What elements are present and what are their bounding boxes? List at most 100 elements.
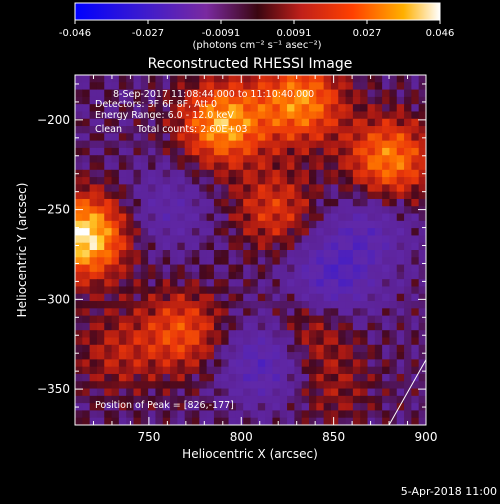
heatmap-cell [206, 162, 215, 171]
heatmap-cell [374, 162, 383, 171]
heatmap-cell [265, 169, 274, 178]
heatmap-cell [272, 315, 281, 324]
heatmap-cell [272, 322, 281, 331]
heatmap-cell [345, 220, 354, 229]
heatmap-cell [323, 359, 332, 368]
heatmap-cell [170, 330, 178, 339]
heatmap-cell [104, 213, 113, 222]
heatmap-cell [140, 191, 149, 200]
heatmap-cell [104, 417, 113, 425]
heatmap-cell [155, 257, 164, 266]
heatmap-cell [118, 366, 127, 375]
heatmap-cell [89, 220, 98, 229]
heatmap-cell [418, 359, 426, 368]
heatmap-cell [155, 177, 164, 185]
heatmap-cell [345, 213, 354, 222]
heatmap-cell [133, 111, 142, 120]
heatmap-cell [118, 184, 127, 193]
heatmap-cell [148, 198, 157, 207]
heatmap-cell [170, 417, 178, 425]
heatmap-cell [243, 111, 252, 120]
heatmap-cell [228, 177, 237, 185]
heatmap-cell [411, 169, 420, 178]
heatmap-cell [345, 250, 354, 258]
heatmap-cell [330, 381, 339, 390]
heatmap-cell [257, 118, 266, 127]
heatmap-cell [316, 352, 325, 360]
heatmap-cell [352, 373, 361, 382]
heatmap-cell [89, 395, 98, 404]
heatmap-cell [272, 403, 281, 412]
heatmap-cell [265, 373, 274, 382]
heatmap-cell [75, 111, 83, 120]
heatmap-cell [411, 264, 420, 273]
heatmap-cell [316, 395, 325, 404]
heatmap-cell [155, 417, 164, 425]
heatmap-cell [170, 206, 178, 215]
heatmap-cell [89, 96, 98, 105]
heatmap-cell [89, 126, 98, 134]
heatmap-cell [404, 366, 412, 375]
heatmap-cell [104, 242, 113, 251]
heatmap-cell [279, 373, 288, 382]
heatmap-cell [396, 82, 405, 91]
peak-position-label: Position of Peak = [826,-177] [95, 400, 234, 411]
heatmap-cell [206, 111, 215, 120]
heatmap-cell [382, 111, 391, 120]
heatmap-cell [235, 96, 244, 105]
heatmap-cell [309, 330, 317, 339]
heatmap-cell [177, 75, 186, 83]
heatmap-cell [323, 96, 332, 105]
heatmap-cell [360, 147, 369, 156]
heatmap-cell [75, 206, 83, 215]
heatmap-cell [89, 155, 98, 164]
heatmap-cell [184, 75, 193, 83]
heatmap-cell [411, 89, 420, 98]
heatmap-cell [265, 271, 274, 280]
heatmap-cell [89, 330, 98, 339]
heatmap-cell [287, 162, 295, 171]
heatmap-cell [382, 286, 391, 295]
heatmap-cell [309, 366, 317, 375]
heatmap-cell [418, 235, 426, 244]
heatmap-cell [111, 162, 120, 171]
heatmap-cell [265, 322, 274, 331]
heatmap-cell [104, 286, 113, 295]
heatmap-cell [404, 322, 412, 331]
heatmap-cell [148, 330, 157, 339]
heatmap-cell [235, 279, 244, 288]
heatmap-cell [228, 104, 237, 113]
heatmap-cell [75, 250, 83, 258]
heatmap-cell [177, 388, 186, 397]
heatmap-cell [118, 155, 127, 164]
heatmap-cell [265, 264, 274, 273]
heatmap-cell [104, 344, 113, 353]
heatmap-cell [184, 206, 193, 215]
heatmap-cell [257, 213, 266, 222]
heatmap-cell [287, 410, 295, 419]
heatmap-cell [338, 177, 347, 185]
heatmap-cell [345, 133, 354, 142]
heatmap-cell [140, 366, 149, 375]
heatmap-cell [96, 271, 105, 280]
heatmap-cell [352, 322, 361, 331]
heatmap-cell [228, 206, 237, 215]
heatmap-cell [111, 220, 120, 229]
heatmap-cell [104, 89, 113, 98]
heatmap-cell [382, 206, 391, 215]
heatmap-cell [228, 220, 237, 229]
heatmap-cell [301, 104, 310, 113]
heatmap-cell [221, 228, 230, 237]
heatmap-cell [148, 75, 157, 83]
heatmap-cell [382, 133, 391, 142]
heatmap-cell [148, 381, 157, 390]
heatmap-cell [243, 140, 252, 149]
heatmap-cell [287, 169, 295, 178]
heatmap-cell [184, 111, 193, 120]
heatmap-cell [374, 315, 383, 324]
heatmap-cell [316, 315, 325, 324]
heatmap-cell [396, 140, 405, 149]
heatmap-cell [89, 301, 98, 309]
heatmap-cell [367, 410, 376, 419]
heatmap-cell [235, 111, 244, 120]
